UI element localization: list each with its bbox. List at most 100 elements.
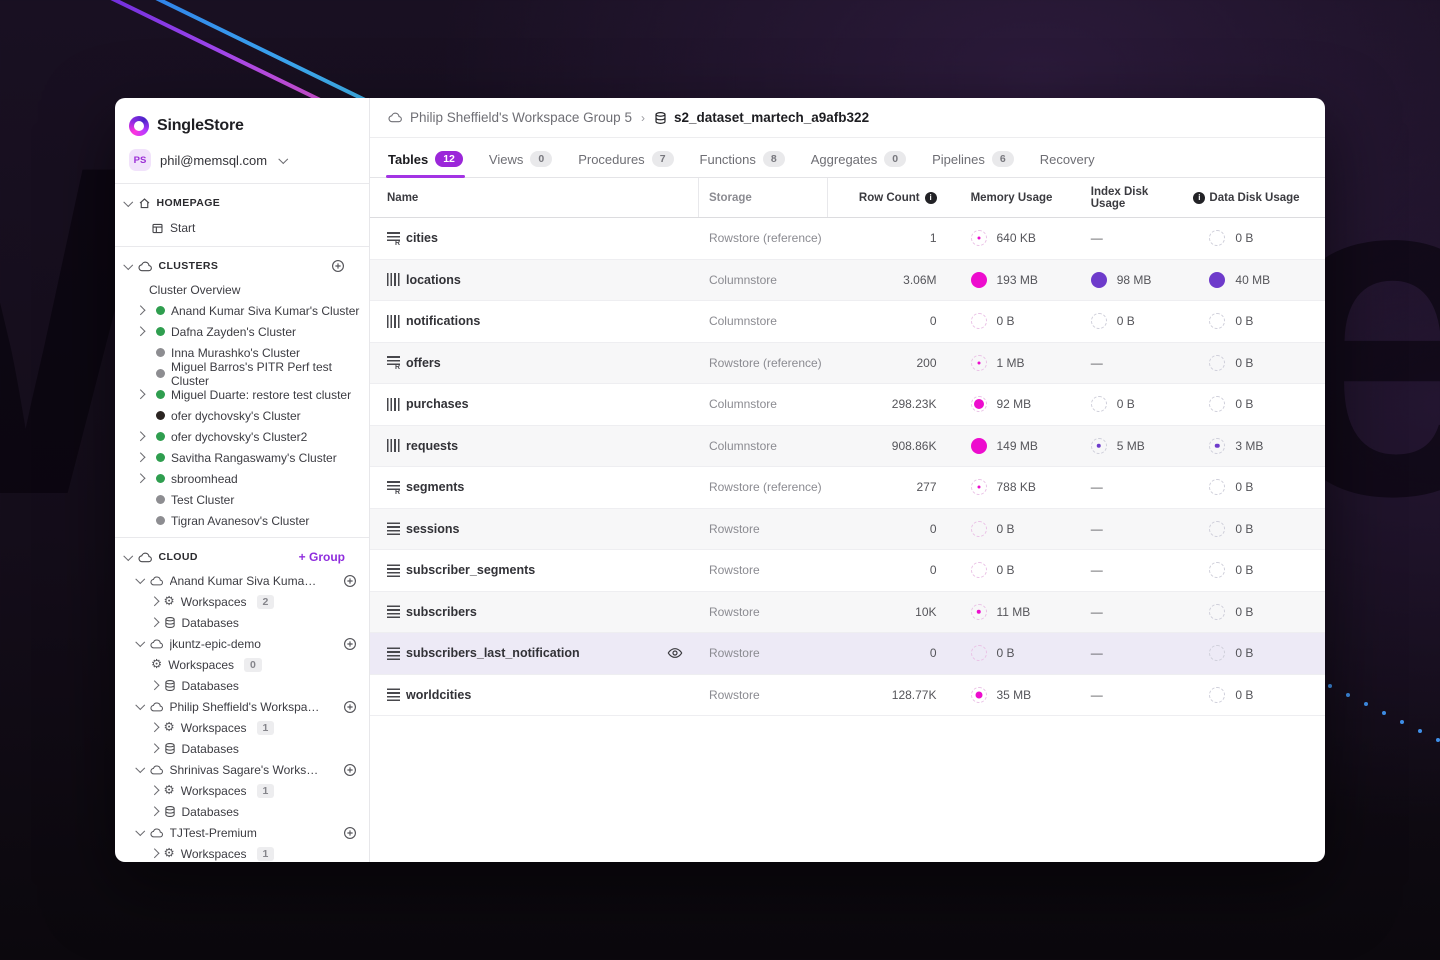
- cluster-label: Dafna Zayden's Cluster: [171, 324, 297, 339]
- table-row[interactable]: requests Columnstore 908.86K 149 MB 5 MB…: [370, 425, 1325, 467]
- cluster-label: Tigran Avanesov's Cluster: [171, 513, 310, 528]
- tab-recovery[interactable]: Recovery: [1040, 152, 1095, 177]
- column-header-storage[interactable]: Storage: [699, 178, 829, 217]
- column-header-data-disk[interactable]: Data Disk Usage: [1205, 178, 1325, 217]
- sidebar-item-cluster[interactable]: sbroomhead: [115, 468, 369, 489]
- app-window: SingleStore PS phil@memsql.com HOMEPAGE …: [115, 98, 1325, 862]
- cell-index-disk: 98 MB: [1090, 271, 1206, 288]
- chevron-right-icon: [135, 452, 145, 463]
- tab-functions[interactable]: Functions 8: [700, 151, 785, 177]
- columnstore-icon: [387, 273, 400, 287]
- cell-storage: Columnstore: [708, 438, 777, 453]
- plus-circle-icon[interactable]: [343, 826, 357, 840]
- databases-item[interactable]: Databases: [115, 675, 369, 696]
- tab-procedures[interactable]: Procedures 7: [578, 151, 674, 177]
- usage-donut-icon: [1209, 230, 1226, 247]
- sidebar-item-cluster[interactable]: Miguel Barros's PITR Perf test Cluster: [115, 360, 369, 388]
- column-header-index-disk[interactable]: Index Disk Usage i: [1091, 178, 1206, 217]
- workspaces-item[interactable]: ⚙ Workspaces 1: [115, 780, 369, 801]
- sidebar-item-cluster[interactable]: Anand Kumar Siva Kumar's Cluster: [115, 300, 369, 321]
- sidebar-item-cluster[interactable]: Miguel Duarte: restore test cluster: [115, 384, 369, 405]
- eye-icon[interactable]: [667, 645, 683, 661]
- memory-value: 11 MB: [996, 604, 1031, 619]
- workspace-group[interactable]: Philip Sheffield's Workspace Group 5: [115, 696, 369, 717]
- table-row[interactable]: offers Rowstore (reference) 200 1 MB — 0…: [370, 342, 1325, 384]
- workspaces-item[interactable]: ⚙ Workspaces 1: [115, 717, 369, 738]
- column-header-name[interactable]: Name: [370, 178, 699, 217]
- table-name-link[interactable]: locations: [406, 272, 461, 287]
- tab-aggregates[interactable]: Aggregates 0: [811, 151, 907, 177]
- sidebar-item-cluster[interactable]: Savitha Rangaswamy's Cluster: [115, 447, 369, 468]
- sidebar-item-cluster[interactable]: Dafna Zayden's Cluster: [115, 321, 369, 342]
- workspace-group[interactable]: jkuntz-epic-demo: [115, 633, 369, 654]
- plus-circle-icon[interactable]: [343, 637, 357, 651]
- info-icon[interactable]: i: [924, 191, 937, 204]
- table-name-link[interactable]: worldcities: [406, 687, 472, 702]
- table-name-link[interactable]: subscriber_segments: [406, 563, 536, 578]
- clusters-section-header[interactable]: CLUSTERS: [115, 253, 369, 279]
- plus-circle-icon[interactable]: [343, 763, 357, 777]
- table-row[interactable]: worldcities Rowstore 128.77K 35 MB — 0 B: [370, 675, 1325, 716]
- memory-value: 149 MB: [996, 438, 1038, 453]
- table-row-highlighted[interactable]: subscribers_last_notification Rowstore 0…: [370, 633, 1325, 675]
- table-row[interactable]: cities Rowstore (reference) 1 640 KB — 0…: [370, 218, 1325, 260]
- table-row[interactable]: locations Columnstore 3.06M 193 MB 98 MB…: [370, 259, 1325, 301]
- databases-item[interactable]: Databases: [115, 612, 369, 633]
- table-name-link[interactable]: purchases: [406, 397, 469, 412]
- workspace-group[interactable]: Anand Kumar Siva Kumar's Workspa...: [115, 570, 369, 591]
- section-homepage: HOMEPAGE Start: [115, 184, 369, 246]
- tab-views[interactable]: Views 0: [489, 151, 553, 177]
- sidebar-item-cluster[interactable]: ofer dychovsky's Cluster: [115, 405, 369, 426]
- sidebar-item-cluster[interactable]: Inna Murashko's Cluster: [115, 342, 369, 363]
- databases-label: Databases: [181, 741, 239, 756]
- rowstore-reference-icon: [387, 480, 400, 496]
- table-row[interactable]: purchases Columnstore 298.23K 92 MB 0 B …: [370, 384, 1325, 426]
- table-name-link[interactable]: offers: [406, 355, 441, 370]
- breadcrumb-group[interactable]: Philip Sheffield's Workspace Group 5: [410, 110, 632, 125]
- table-name-link[interactable]: notifications: [406, 314, 481, 329]
- sidebar-item-cluster-overview[interactable]: Cluster Overview: [115, 279, 369, 300]
- workspaces-item[interactable]: ⚙ Workspaces 1: [115, 843, 369, 862]
- table-row[interactable]: sessions Rowstore 0 0 B — 0 B: [370, 508, 1325, 550]
- column-header-rowcount[interactable]: Row Count i: [828, 178, 946, 217]
- plus-circle-icon[interactable]: [343, 700, 357, 714]
- user-menu[interactable]: PS phil@memsql.com: [115, 138, 369, 183]
- tab-tables[interactable]: Tables 12: [386, 151, 465, 178]
- workspaces-item[interactable]: ⚙ Workspaces 0: [115, 654, 369, 675]
- table-name-link[interactable]: cities: [406, 231, 438, 246]
- table-row[interactable]: segments Rowstore (reference) 277 788 KB…: [370, 467, 1325, 509]
- workspace-group[interactable]: TJTest-Premium: [115, 822, 369, 843]
- workspaces-item[interactable]: ⚙ Workspaces 2: [115, 591, 369, 612]
- sidebar-item-start[interactable]: Start: [115, 216, 369, 240]
- chevron-down-icon: [123, 550, 133, 561]
- info-icon[interactable]: i: [1193, 191, 1206, 204]
- workspace-group[interactable]: Shrinivas Sagare's Workspace Group: [115, 759, 369, 780]
- column-header-memory[interactable]: Memory Usage: [947, 178, 1091, 217]
- sidebar-item-cluster[interactable]: Tigran Avanesov's Cluster: [115, 510, 369, 531]
- plus-circle-icon[interactable]: [343, 574, 357, 588]
- databases-item[interactable]: Databases: [115, 738, 369, 759]
- table-row[interactable]: subscribers Rowstore 10K 11 MB — 0 B: [370, 591, 1325, 633]
- add-group-button[interactable]: + Group: [298, 550, 345, 564]
- cell-memory: 0 B: [947, 645, 1091, 662]
- table-name-link[interactable]: sessions: [406, 521, 460, 536]
- tab-pipelines[interactable]: Pipelines 6: [932, 151, 1014, 177]
- cloud-section-header[interactable]: CLOUD + Group: [115, 544, 369, 570]
- table-row[interactable]: subscriber_segments Rowstore 0 0 B — 0 B: [370, 550, 1325, 592]
- sidebar-item-cluster[interactable]: ofer dychovsky's Cluster2: [115, 426, 369, 447]
- cell-index-disk: 0 B: [1090, 313, 1206, 330]
- plus-circle-icon[interactable]: [331, 259, 345, 273]
- table-name-link[interactable]: subscribers: [406, 604, 477, 619]
- cell-data-disk: 0 B: [1205, 354, 1325, 371]
- table-row[interactable]: notifications Columnstore 0 0 B 0 B 0 B: [370, 301, 1325, 343]
- memory-value: 0 B: [996, 314, 1015, 329]
- memory-value: 35 MB: [996, 687, 1032, 702]
- table-name-link[interactable]: segments: [406, 480, 465, 495]
- table-name-link[interactable]: subscribers_last_notification: [406, 646, 580, 661]
- sidebar-item-cluster[interactable]: Test Cluster: [115, 489, 369, 510]
- trail-dot: [1328, 684, 1332, 688]
- breadcrumb-database[interactable]: s2_dataset_martech_a9afb322: [673, 110, 870, 125]
- table-name-link[interactable]: requests: [406, 438, 459, 453]
- homepage-section-header[interactable]: HOMEPAGE: [115, 190, 369, 216]
- databases-item[interactable]: Databases: [115, 801, 369, 822]
